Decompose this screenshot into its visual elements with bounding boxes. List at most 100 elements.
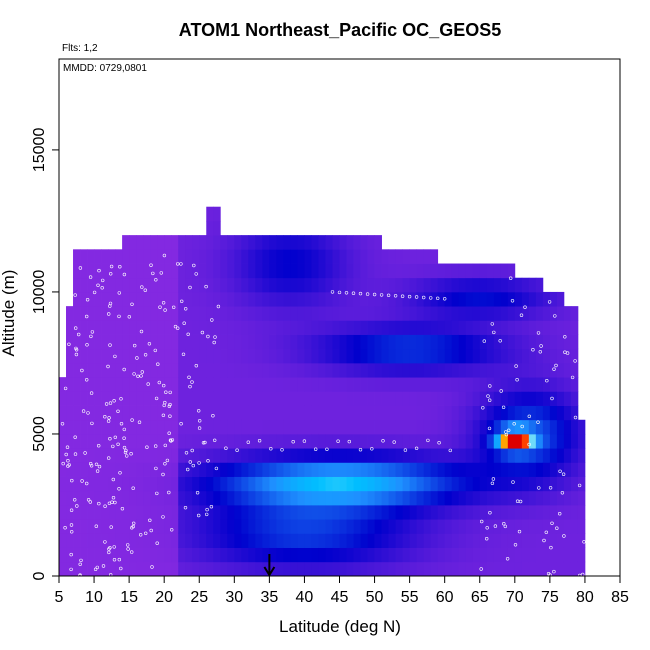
heatmap-cell xyxy=(479,306,488,321)
heatmap-cell xyxy=(395,277,404,293)
heatmap-cell xyxy=(255,249,263,264)
heatmap-cell xyxy=(430,462,439,477)
heatmap-cell xyxy=(395,263,404,279)
heatmap-cell xyxy=(178,277,186,293)
heatmap-cell xyxy=(283,476,291,492)
track-point xyxy=(538,350,542,354)
heatmap-cell xyxy=(157,320,165,335)
heatmap-cell xyxy=(241,519,249,534)
heatmap-cell xyxy=(206,533,214,548)
heatmap-cell xyxy=(304,519,312,534)
heatmap-cell xyxy=(129,291,137,307)
heatmap-cell xyxy=(297,547,305,563)
track-point xyxy=(157,380,162,385)
heatmap-cell xyxy=(479,320,488,335)
heatmap-cell xyxy=(178,476,186,492)
heatmap-cell xyxy=(549,476,558,492)
heatmap-cell xyxy=(136,263,144,279)
track-point xyxy=(501,405,506,409)
heatmap-cell xyxy=(416,533,425,548)
heatmap-cell xyxy=(290,433,298,449)
heatmap-cell xyxy=(381,419,389,435)
heatmap-cell xyxy=(500,547,509,563)
heatmap-cell xyxy=(255,277,263,293)
heatmap-cell xyxy=(122,291,130,307)
heatmap-cell xyxy=(80,377,88,392)
heatmap-cell xyxy=(521,291,530,307)
track-point xyxy=(184,451,189,455)
heatmap-cell xyxy=(157,306,165,321)
heatmap-cell xyxy=(416,476,425,492)
track-point xyxy=(130,526,134,530)
heatmap-cell xyxy=(304,291,312,307)
heatmap-cell xyxy=(549,291,558,307)
track-point xyxy=(80,368,84,373)
track-point xyxy=(553,314,557,318)
heatmap-cell xyxy=(171,362,179,378)
heatmap-cell xyxy=(374,533,382,548)
track-point xyxy=(381,439,385,443)
heatmap-cell xyxy=(458,533,467,548)
heatmap-cell xyxy=(493,533,502,548)
heatmap-cell xyxy=(241,405,249,421)
heatmap-cell xyxy=(458,306,467,321)
track-point xyxy=(111,477,116,482)
heatmap-cell xyxy=(150,448,158,463)
heatmap-cell xyxy=(486,547,495,563)
heatmap-cell xyxy=(150,348,158,364)
heatmap-cell xyxy=(528,504,537,520)
heatmap-cell xyxy=(381,462,389,477)
heatmap-cell xyxy=(458,490,467,506)
heatmap-cell xyxy=(416,561,425,577)
heatmap-cell xyxy=(556,291,565,307)
track-point xyxy=(213,438,217,442)
track-point xyxy=(492,330,496,335)
heatmap-cell xyxy=(171,519,179,534)
heatmap-cell xyxy=(346,334,354,350)
heatmap-cell xyxy=(388,391,396,406)
heatmap-cell xyxy=(402,433,411,449)
heatmap-cell xyxy=(549,334,558,350)
heatmap-cell xyxy=(402,504,411,520)
heatmap-cell xyxy=(318,362,326,378)
heatmap-cell xyxy=(80,334,88,350)
heatmap-cell xyxy=(500,377,509,392)
heatmap-cell xyxy=(444,533,453,548)
heatmap-cell xyxy=(94,377,102,392)
heatmap-cell xyxy=(472,320,481,335)
heatmap-cell xyxy=(241,504,249,520)
heatmap-cell xyxy=(507,462,516,477)
heatmap-cell xyxy=(388,306,396,321)
heatmap-cell xyxy=(458,263,467,279)
heatmap-cell xyxy=(178,377,186,392)
heatmap-cell xyxy=(192,348,200,364)
heatmap-cell xyxy=(395,547,404,563)
heatmap-cell xyxy=(500,391,509,406)
heatmap-cell xyxy=(241,334,249,350)
heatmap-cell xyxy=(521,362,530,378)
heatmap-cell xyxy=(185,561,193,577)
heatmap-cell xyxy=(129,334,137,350)
heatmap-cell xyxy=(395,348,404,364)
heatmap-cell xyxy=(185,320,193,335)
heatmap-cell xyxy=(318,334,326,350)
heatmap-cell xyxy=(563,533,572,548)
heatmap-cell xyxy=(388,504,396,520)
track-point xyxy=(154,466,158,471)
heatmap-cell xyxy=(381,391,389,406)
heatmap-cell xyxy=(234,561,242,577)
heatmap-cell xyxy=(234,490,242,506)
heatmap-cell xyxy=(66,391,74,406)
heatmap-cell xyxy=(360,377,368,392)
heatmap-cell xyxy=(185,263,193,279)
heatmap-cell xyxy=(248,561,256,577)
heatmap-cell xyxy=(570,362,579,378)
heatmap-cell xyxy=(416,362,425,378)
heatmap-cell xyxy=(325,263,333,279)
heatmap-cell xyxy=(570,320,579,335)
heatmap-cell xyxy=(514,391,523,406)
heatmap-cell xyxy=(325,433,333,449)
heatmap-cell xyxy=(129,277,137,293)
heatmap-cell xyxy=(87,547,95,563)
heatmap-cell xyxy=(122,561,130,577)
